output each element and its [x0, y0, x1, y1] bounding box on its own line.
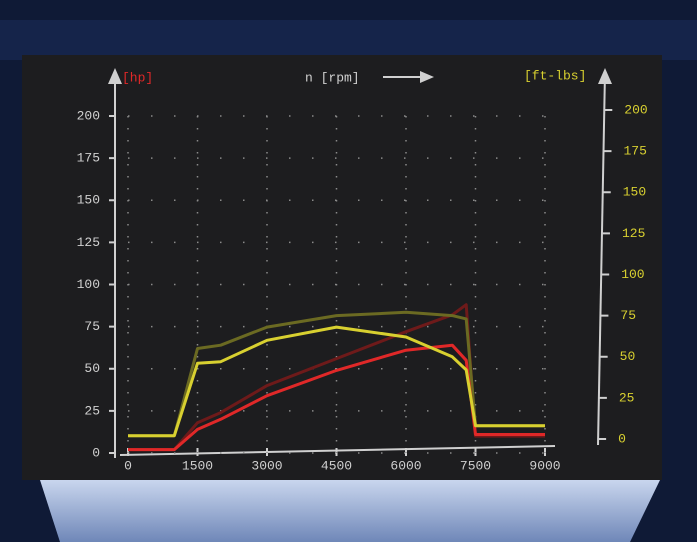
x-tick-label: 6000 — [390, 458, 421, 473]
y-tick-label: 50 — [84, 361, 100, 376]
x-axis-label: n [rpm] — [305, 70, 360, 85]
y-tick-label: 75 — [84, 319, 100, 334]
y2-tick-label: 175 — [624, 144, 647, 159]
y-axis-arrow — [108, 68, 122, 84]
x-tick-label: 1500 — [182, 458, 213, 473]
y2-tick-label: 125 — [622, 226, 645, 241]
y2-tick-label: 25 — [619, 390, 635, 405]
screen-glow — [40, 480, 660, 542]
y-tick-label: 100 — [77, 277, 100, 292]
y2-tick-label: 0 — [618, 431, 626, 446]
x-tick-label: 7500 — [460, 458, 491, 473]
x-tick-label: 4500 — [321, 458, 352, 473]
monitor-screen — [22, 55, 662, 480]
y-tick-label: 0 — [92, 445, 100, 460]
y-tick-label: 125 — [77, 235, 100, 250]
x-tick-label: 0 — [124, 458, 132, 473]
y-tick-label: 25 — [84, 403, 100, 418]
y2-axis — [597, 71, 606, 446]
x-arrow-head — [420, 71, 434, 83]
y-tick-label: 150 — [77, 193, 100, 208]
curve — [128, 310, 545, 438]
y2-tick-label: 75 — [620, 308, 636, 323]
curve — [128, 325, 545, 438]
x-tick-label: 9000 — [529, 458, 560, 473]
y2-tick-label: 200 — [624, 102, 647, 117]
y2-axis-label: [ft-lbs] — [524, 68, 586, 83]
y2-tick-label: 50 — [620, 349, 636, 364]
y-tick-label: 200 — [77, 108, 100, 123]
y2-axis-arrow — [598, 68, 612, 84]
y2-tick-label: 150 — [623, 185, 646, 200]
bezel-top — [0, 20, 697, 60]
y-tick-label: 175 — [77, 151, 100, 166]
y2-tick-label: 100 — [621, 267, 644, 282]
x-tick-label: 3000 — [251, 458, 282, 473]
y-axis-label: [hp] — [122, 70, 153, 85]
